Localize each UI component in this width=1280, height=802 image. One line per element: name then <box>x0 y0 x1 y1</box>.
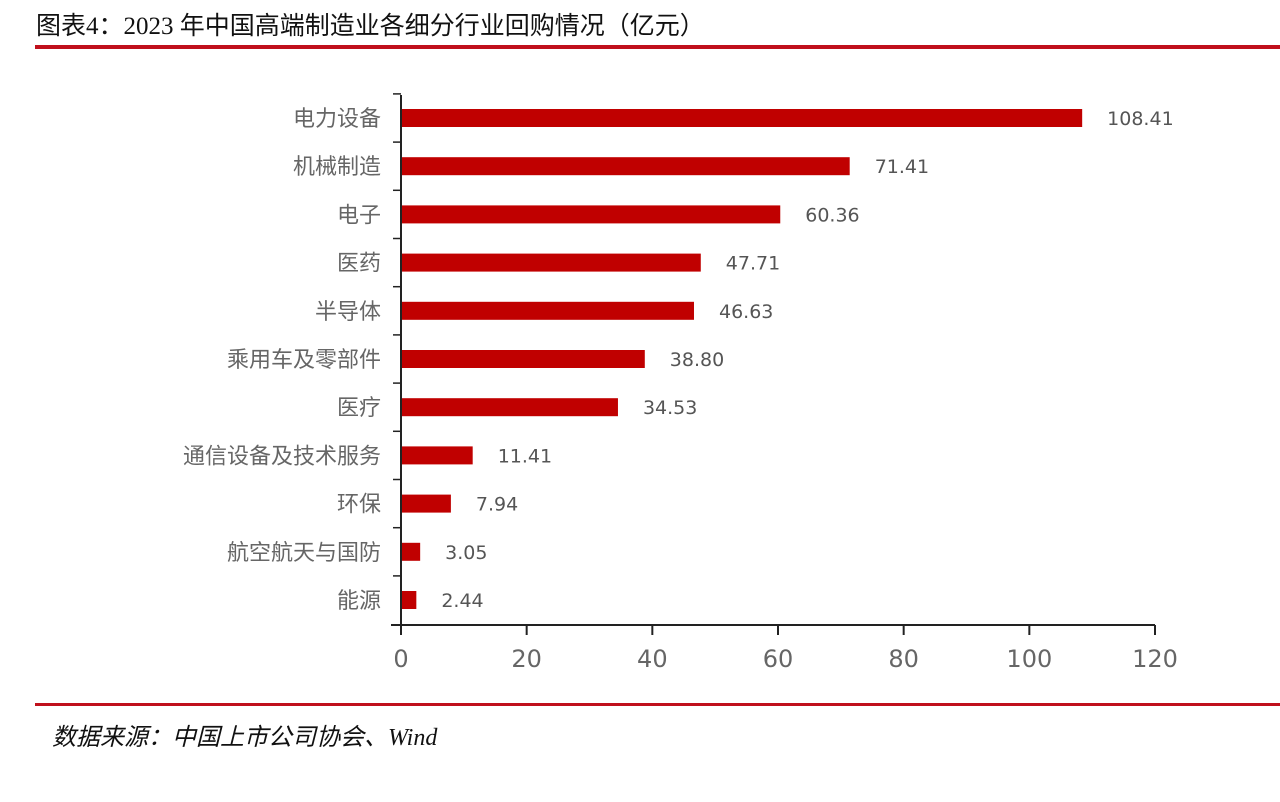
x-tick-label: 0 <box>393 645 408 673</box>
bar <box>402 253 701 272</box>
category-label: 电子 <box>337 203 381 228</box>
value-label: 38.80 <box>670 349 724 371</box>
bar <box>402 350 645 368</box>
bar <box>402 109 1083 127</box>
bar <box>402 398 618 417</box>
bar <box>402 542 421 561</box>
x-tick-label: 20 <box>511 645 542 673</box>
category-label: 机械制造 <box>293 155 381 180</box>
source-note: 数据来源：中国上市公司协会、Wind <box>52 725 438 751</box>
bar <box>402 591 417 609</box>
x-tick-label: 60 <box>763 645 794 673</box>
bottom-divider <box>35 703 1280 706</box>
value-label: 47.71 <box>726 253 780 275</box>
x-tick-label: 80 <box>888 645 919 673</box>
x-tick-label: 40 <box>637 645 668 673</box>
category-label: 医药 <box>337 252 381 277</box>
bar <box>402 157 850 176</box>
x-tick-label: 100 <box>1006 645 1052 673</box>
top-divider <box>35 45 1280 49</box>
chart-title: 图表4：2023 年中国高端制造业各细分行业回购情况（亿元） <box>36 13 705 40</box>
value-label: 34.53 <box>643 397 697 419</box>
bar <box>402 446 473 465</box>
value-label: 7.94 <box>476 494 518 516</box>
bar <box>402 494 451 513</box>
value-label: 60.36 <box>805 204 859 226</box>
category-label: 航空航天与国防 <box>227 541 381 566</box>
value-label: 108.41 <box>1107 108 1173 130</box>
category-label: 医疗 <box>337 396 381 421</box>
category-label: 能源 <box>337 589 381 614</box>
category-label: 半导体 <box>315 300 381 325</box>
value-label: 3.05 <box>445 542 487 564</box>
category-label: 乘用车及零部件 <box>227 348 381 373</box>
value-label: 2.44 <box>441 590 483 612</box>
category-label: 环保 <box>337 493 381 518</box>
value-label: 11.41 <box>498 445 552 467</box>
bar <box>402 205 781 224</box>
value-label: 46.63 <box>719 301 773 323</box>
bar <box>402 301 694 320</box>
category-label: 电力设备 <box>293 107 381 132</box>
x-tick-label: 120 <box>1132 645 1178 673</box>
category-label: 通信设备及技术服务 <box>183 444 381 469</box>
value-label: 71.41 <box>875 156 929 178</box>
